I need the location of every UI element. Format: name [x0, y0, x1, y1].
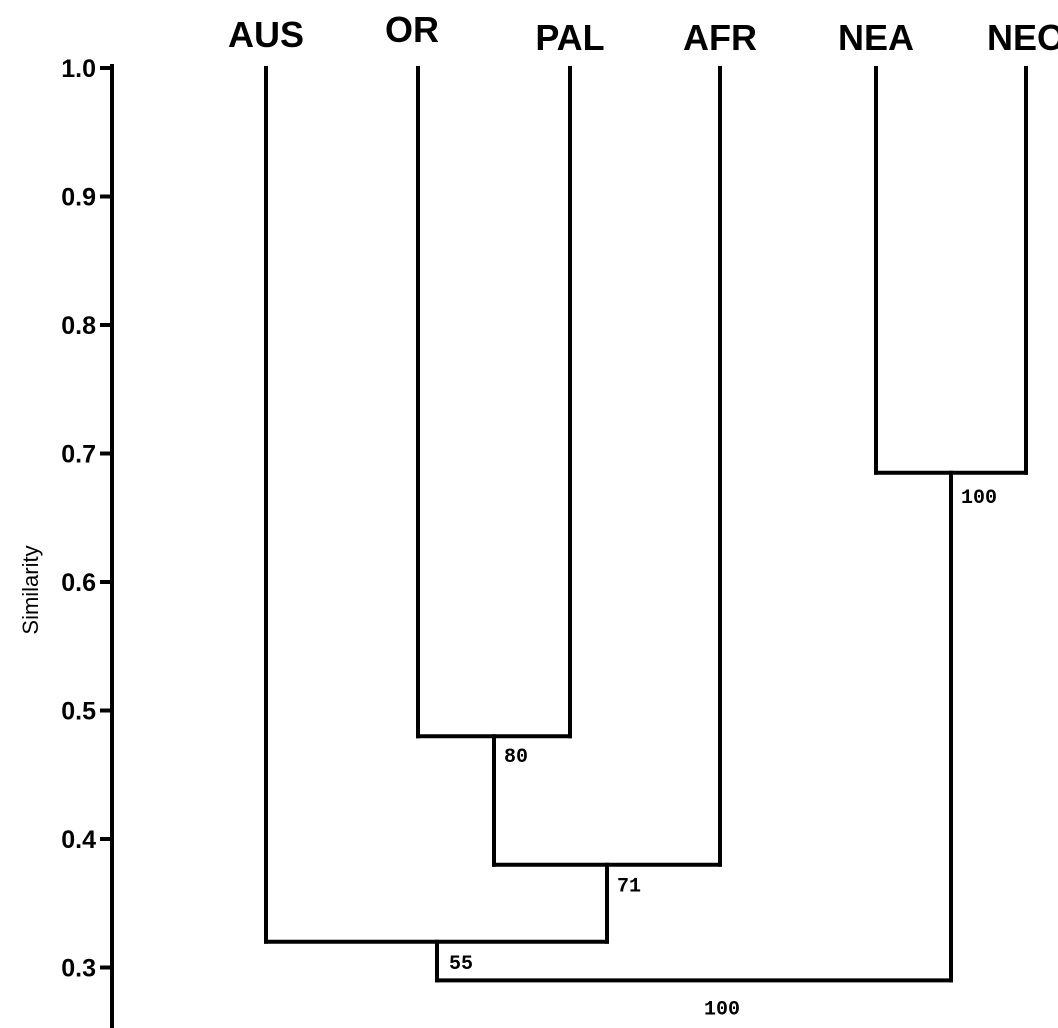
- y-tick-label: 0.7: [61, 441, 96, 469]
- y-tick-label: 0.4: [61, 826, 96, 854]
- y-tick-label: 0.3: [61, 955, 96, 983]
- support-label-c4: 100: [961, 487, 997, 510]
- y-axis: 1.0 0.9 0.8 0.7 0.6 0.5 0.4 0.3: [61, 55, 114, 1028]
- support-labels: 80 71 55 100 100: [449, 487, 997, 1022]
- leaf-label-or: OR: [385, 9, 439, 50]
- support-label-c5: 100: [704, 998, 740, 1021]
- leaf-labels: AUS OR PAL AFR NEA NEO: [228, 9, 1058, 58]
- dendrogram-branches: [264, 66, 1028, 983]
- y-tick-label: 0.8: [61, 312, 96, 340]
- support-label-c2: 71: [617, 876, 641, 899]
- y-axis-label: Similarity: [18, 545, 43, 634]
- leaf-label-afr: AFR: [683, 17, 757, 58]
- leaf-label-aus: AUS: [228, 14, 304, 55]
- y-tick-label: 0.9: [61, 184, 96, 212]
- support-label-c1: 80: [504, 746, 528, 769]
- leaf-label-pal: PAL: [535, 17, 604, 58]
- y-tick-label: 1.0: [61, 55, 96, 83]
- support-label-c3: 55: [449, 953, 473, 976]
- y-tick-label: 0.6: [61, 569, 96, 597]
- leaf-label-neo: NEO: [987, 17, 1058, 58]
- y-tick-label: 0.5: [61, 698, 96, 726]
- leaf-label-nea: NEA: [838, 17, 914, 58]
